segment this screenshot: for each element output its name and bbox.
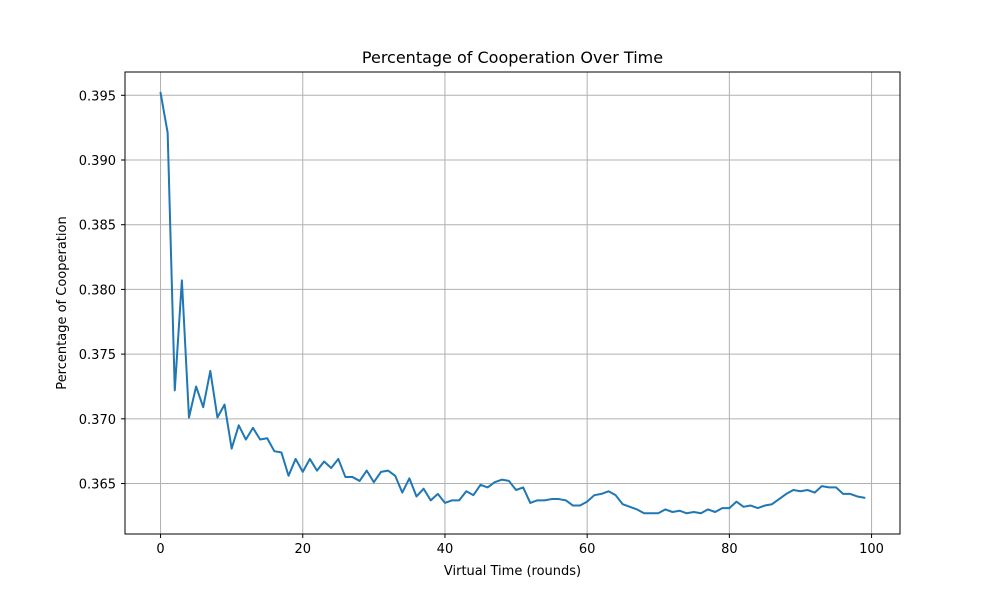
- y-axis-ticks: 0.365 0.370 0.375 0.380 0.385 0.390 0.395: [79, 89, 125, 493]
- plot-background: [125, 72, 900, 534]
- y-tick-label: 0.380: [79, 283, 116, 298]
- x-tick-label: 80: [721, 542, 738, 557]
- axes-frame: [124, 71, 901, 535]
- x-tick-label: 0: [156, 542, 164, 557]
- x-axis-label: Virtual Time (rounds): [444, 564, 581, 579]
- x-tick-label: 40: [437, 542, 454, 557]
- y-tick-label: 0.390: [79, 154, 116, 169]
- x-tick-label: 20: [294, 542, 311, 557]
- y-tick-label: 0.370: [79, 413, 116, 428]
- y-axis-label: Percentage of Cooperation: [55, 216, 70, 389]
- x-tick-label: 100: [859, 542, 884, 557]
- x-tick-label: 60: [579, 542, 596, 557]
- y-tick-label: 0.395: [79, 89, 116, 104]
- y-tick-label: 0.385: [79, 219, 116, 234]
- y-tick-label: 0.365: [79, 478, 116, 493]
- plot-area: [124, 71, 901, 535]
- x-axis-ticks: 0 20 40 60 80 100: [156, 534, 884, 557]
- data-series: [159, 91, 866, 515]
- grid-lines: [125, 72, 900, 534]
- series-line: [159, 91, 866, 515]
- y-tick-label: 0.375: [79, 348, 116, 363]
- chart-title: Percentage of Cooperation Over Time: [362, 48, 663, 67]
